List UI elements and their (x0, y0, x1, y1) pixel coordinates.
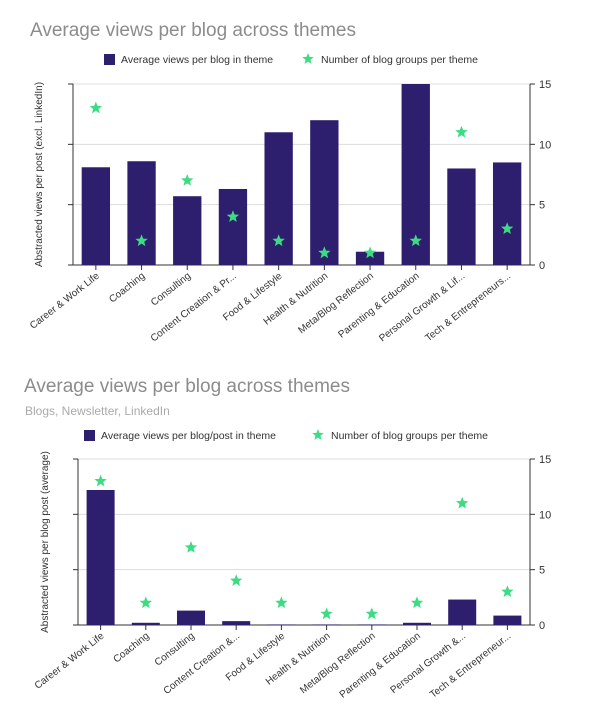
star-marker (410, 596, 424, 609)
star-marker (455, 125, 468, 138)
star-marker (500, 222, 514, 235)
star-marker (501, 585, 514, 598)
star-marker (318, 246, 331, 259)
bar (447, 168, 476, 265)
legend-swatch-bar (84, 430, 95, 441)
y-axis-title: Abstracted views per post (excl. LinkedI… (34, 82, 45, 267)
star-marker (139, 596, 152, 609)
bar (493, 615, 522, 625)
chart-subtitle: Blogs, Newsletter, LinkedIn (25, 404, 170, 418)
star-marker (135, 234, 148, 247)
chart-1: Average views per blog across themes Ave… (0, 0, 593, 360)
star-marker (409, 234, 422, 247)
bar (176, 610, 206, 625)
bar (81, 167, 111, 265)
star-marker (363, 246, 377, 259)
star-marker (456, 496, 469, 509)
legend-star-icon (312, 429, 324, 440)
x-tick-label: Consulting (153, 631, 197, 669)
bar (355, 251, 385, 265)
x-tick-label: Meta/Blog Reflection (296, 271, 375, 336)
legend-label: Number of blog groups per theme (331, 430, 488, 442)
chart-title: Average views per blog across themes (24, 376, 350, 397)
y2-tick-label: 5 (539, 565, 545, 577)
bar (218, 188, 248, 265)
x-tick-label: Parenting & Education (336, 271, 421, 341)
star-marker (184, 541, 198, 553)
x-tick-label: Meta/Blog Reflection (298, 631, 377, 696)
legend-label: Number of blog groups per theme (321, 54, 478, 66)
bar (448, 599, 477, 625)
x-tick-label: Coaching (107, 271, 147, 306)
star-marker (275, 596, 288, 609)
x-tick-label: Tech & Entrepreneurs... (423, 271, 513, 344)
y2-tick-label: 15 (539, 454, 551, 466)
star-marker (89, 101, 103, 114)
x-tick-label: Content Creation &... (162, 631, 242, 697)
x-tick-label: Personal Growth &... (389, 631, 468, 696)
bar (127, 161, 156, 265)
y2-tick-label: 5 (539, 200, 545, 212)
y-axis-title: Abstracted views per blog post (average) (40, 451, 51, 633)
legend-star-icon (302, 53, 314, 64)
bar (357, 624, 386, 625)
bar (86, 489, 115, 625)
x-tick-label: Personal Growth & Lif... (377, 271, 467, 345)
chart-1-svg: Average views per blog in theme Number of… (28, 53, 551, 345)
star-marker (272, 234, 285, 247)
star-marker (94, 474, 107, 487)
x-tick-label: Tech & Entrepreneur... (428, 631, 513, 701)
chart-title: Average views per blog across themes (30, 20, 356, 41)
star-marker (230, 574, 243, 586)
chart-2-svg: Average views per blog/post in theme Numb… (33, 429, 551, 701)
bar (264, 132, 293, 265)
x-tick-label: Career & Work Life (28, 270, 102, 331)
star-marker (320, 607, 333, 620)
star-marker (181, 174, 194, 186)
bar (222, 621, 251, 625)
bar (267, 624, 296, 625)
bar (492, 162, 522, 265)
chart-2: Average views per blog across themes Blo… (0, 370, 593, 721)
y2-tick-label: 0 (539, 620, 545, 632)
x-tick-label: Consulting (149, 271, 193, 309)
y2-tick-label: 0 (539, 260, 545, 272)
x-tick-label: Career & Work Life (33, 630, 107, 691)
bar (312, 624, 341, 625)
bar (173, 196, 202, 265)
x-tick-label: Parenting & Education (338, 631, 423, 701)
star-marker (365, 607, 378, 620)
bar (402, 622, 432, 625)
x-tick-label: Coaching (112, 631, 152, 666)
legend-label: Average views per blog in theme (121, 54, 273, 66)
y2-tick-label: 10 (539, 509, 551, 521)
x-tick-label: Content Creation & Pr... (149, 271, 239, 345)
y2-tick-label: 15 (539, 79, 551, 91)
bar (310, 120, 339, 265)
y2-tick-label: 10 (539, 139, 551, 151)
legend-swatch-bar (104, 54, 115, 65)
legend-label: Average views per blog/post in theme (101, 430, 276, 442)
bar (131, 622, 160, 625)
star-marker (226, 210, 240, 222)
